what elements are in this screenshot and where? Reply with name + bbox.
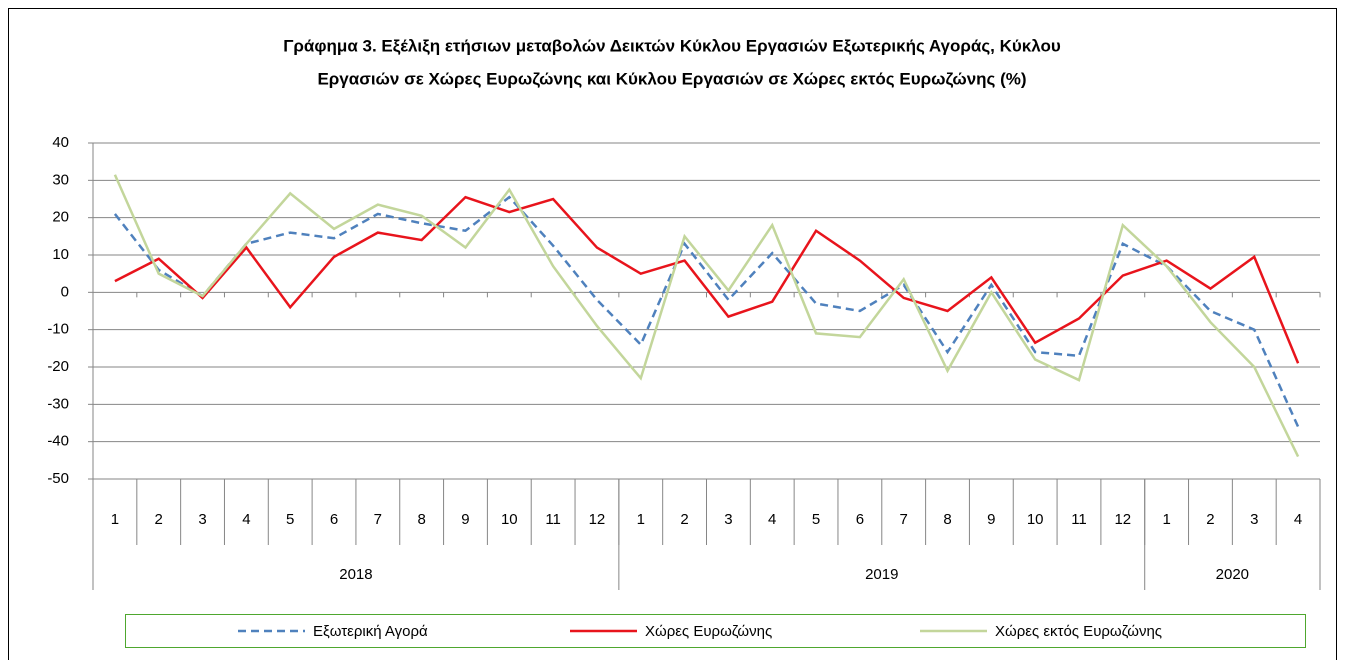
legend-box xyxy=(125,614,1306,648)
x-tick-label: 10 xyxy=(501,511,518,528)
x-tick-label: 5 xyxy=(286,511,294,528)
x-tick-label: 11 xyxy=(545,511,561,528)
group-label: 2020 xyxy=(1216,566,1249,583)
y-tick-label: -20 xyxy=(47,358,69,375)
x-tick-label: 2 xyxy=(680,511,688,528)
x-tick-label: 9 xyxy=(987,511,995,528)
x-tick-label: 1 xyxy=(1162,511,1170,528)
x-tick-label: 4 xyxy=(768,511,776,528)
line-series xyxy=(113,174,1300,458)
x-tick-label: 2 xyxy=(155,511,163,528)
x-tick-label: 1 xyxy=(637,511,645,528)
y-tick-label: -10 xyxy=(47,321,69,338)
x-tick-label: 6 xyxy=(856,511,864,528)
x-tick-label: 1 xyxy=(111,511,119,528)
y-tick-label: 30 xyxy=(52,171,69,188)
x-tick-label: 3 xyxy=(1250,511,1258,528)
x-tick-label: 6 xyxy=(330,511,338,528)
x-tick-label: 3 xyxy=(724,511,732,528)
legend-label: Εξωτερική Αγορά xyxy=(313,623,428,640)
x-tick-label: 3 xyxy=(198,511,206,528)
x-tick-label: 4 xyxy=(242,511,250,528)
group-label: 2018 xyxy=(339,566,372,583)
y-tick-label: -50 xyxy=(47,470,69,487)
x-tick-label: 7 xyxy=(900,511,908,528)
chart-title: Εργασιών σε Χώρες Ευρωζώνης και Κύκλου Ε… xyxy=(317,69,1026,88)
legend-label: Χώρες εκτός Ευρωζώνης xyxy=(995,623,1162,640)
x-tick-label: 8 xyxy=(943,511,951,528)
x-tick-label: 12 xyxy=(1114,511,1131,528)
x-tick-label: 11 xyxy=(1071,511,1087,528)
chart-title: Γράφημα 3. Εξέλιξη ετήσιων μεταβολών Δει… xyxy=(283,36,1061,55)
x-tick-label: 7 xyxy=(374,511,382,528)
group-label: 2019 xyxy=(865,566,898,583)
chart-border xyxy=(8,8,1337,665)
x-tick-label: 8 xyxy=(417,511,425,528)
x-tick-label: 10 xyxy=(1027,511,1044,528)
y-tick-label: 0 xyxy=(61,283,69,300)
y-tick-label: -40 xyxy=(47,433,69,450)
y-tick-label: -30 xyxy=(47,395,69,412)
x-tick-label: 4 xyxy=(1294,511,1302,528)
line-series xyxy=(114,195,1300,364)
x-tick-label: 5 xyxy=(812,511,820,528)
y-tick-label: 40 xyxy=(52,134,69,151)
x-tick-label: 9 xyxy=(461,511,469,528)
x-tick-label: 12 xyxy=(589,511,606,528)
y-tick-label: 20 xyxy=(52,209,69,226)
y-tick-label: 10 xyxy=(52,246,69,263)
x-tick-label: 2 xyxy=(1206,511,1214,528)
legend-label: Χώρες Ευρωζώνης xyxy=(645,623,772,640)
